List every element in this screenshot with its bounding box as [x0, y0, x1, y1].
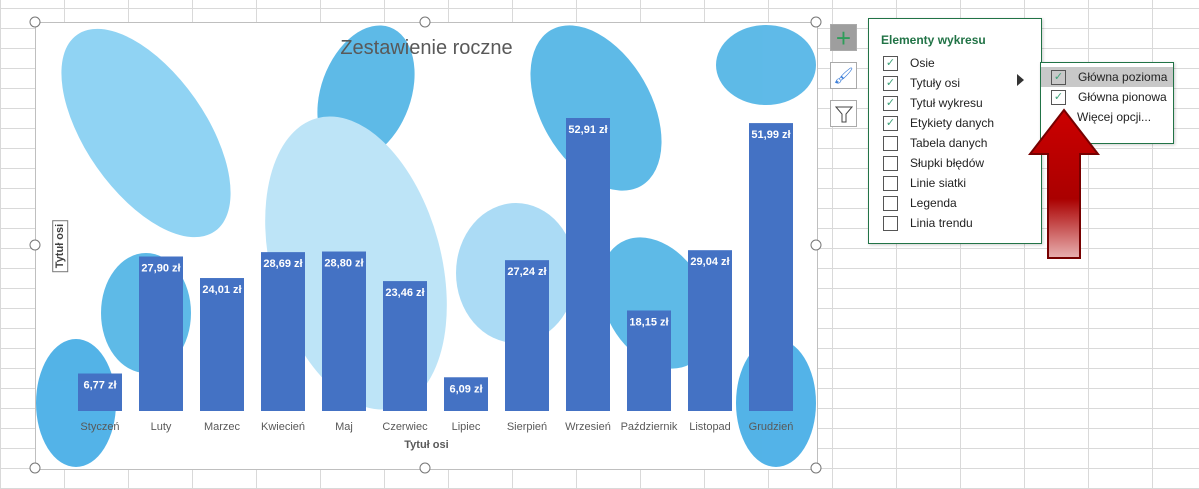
checkbox-item[interactable]: Legenda — [869, 193, 1041, 213]
category-label: Wrzesień — [565, 421, 611, 433]
chart-filters-icon[interactable] — [830, 100, 857, 127]
checkbox-item[interactable]: Linia trendu — [869, 213, 1041, 233]
checkbox[interactable] — [883, 135, 898, 151]
data-label: 51,99 zł — [751, 129, 790, 141]
chart-elements-panel: Elementy wykresu ✓ Osie ✓ Tytuły osi ✓ Tytuł … — [868, 18, 1042, 244]
resize-handle[interactable] — [29, 16, 41, 28]
bar[interactable] — [688, 250, 732, 411]
item-label: Linie siatki — [910, 176, 967, 190]
data-label: 28,69 zł — [263, 258, 302, 270]
item-label: Słupki błędów — [910, 156, 985, 170]
checkbox-item[interactable]: Linie siatki — [869, 173, 1041, 193]
checkbox-item[interactable]: ✓ Etykiety danych — [869, 113, 1041, 133]
category-label: Sierpień — [507, 421, 547, 433]
item-label: Tabela danych — [910, 136, 988, 150]
checkbox-item[interactable]: ✓ Główna pionowa — [1041, 87, 1173, 107]
resize-handle[interactable] — [419, 462, 431, 474]
more-options-link[interactable]: Więcej opcji... — [1077, 110, 1152, 124]
bar[interactable] — [139, 256, 183, 411]
category-label: Październik — [621, 421, 678, 433]
checkbox[interactable]: ✓ — [1051, 69, 1066, 85]
resize-handle[interactable] — [29, 462, 41, 474]
data-label: 27,24 zł — [507, 266, 546, 278]
item-label: Linia trendu — [910, 216, 973, 230]
data-label: 6,09 zł — [449, 383, 482, 395]
bar[interactable] — [383, 281, 427, 411]
checkbox-item[interactable]: ✓ Tytuł wykresu — [869, 93, 1041, 113]
checkbox[interactable]: ✓ — [1051, 89, 1066, 105]
bar[interactable] — [505, 260, 549, 411]
category-label: Grudzień — [749, 421, 794, 433]
data-label: 6,77 zł — [83, 380, 116, 392]
bar[interactable] — [261, 252, 305, 411]
chart-styles-icon[interactable]: 🖌 — [830, 62, 857, 89]
x-axis-title[interactable]: Tytuł osi — [404, 439, 449, 451]
data-label: 52,91 zł — [568, 124, 607, 136]
chart-title[interactable]: Zestawienie roczne — [340, 37, 513, 59]
data-label: 23,46 zł — [385, 287, 424, 299]
checkbox[interactable]: ✓ — [883, 115, 898, 131]
bar[interactable] — [566, 118, 610, 411]
data-label: 18,15 zł — [629, 316, 668, 328]
checkbox[interactable] — [883, 195, 898, 211]
resize-handle[interactable] — [29, 239, 41, 251]
item-label: Legenda — [910, 196, 957, 210]
resize-handle[interactable] — [810, 462, 822, 474]
category-label: Kwiecień — [261, 421, 305, 433]
checkbox-item[interactable]: ✓ Tytuły osi — [869, 73, 1041, 93]
item-label: Etykiety danych — [910, 116, 995, 130]
checkbox-item[interactable]: ✓ Osie — [869, 53, 1041, 73]
checkbox[interactable] — [883, 175, 898, 191]
resize-handle[interactable] — [810, 239, 822, 251]
category-label: Czerwiec — [382, 421, 428, 433]
checkbox[interactable]: ✓ — [883, 95, 898, 111]
bar[interactable] — [200, 278, 244, 411]
item-label: Główna pozioma — [1078, 70, 1168, 84]
red-arrow-annotation — [1028, 108, 1100, 259]
category-label: Maj — [335, 421, 353, 433]
submenu-arrow-icon[interactable] — [1017, 74, 1024, 86]
checkbox-item[interactable]: Tabela danych — [869, 133, 1041, 153]
y-axis-title[interactable]: Tytuł osi — [52, 219, 69, 273]
chart-background: 6,77 zł Styczeń 27,90 zł Luty 24,01 zł Marzec… — [36, 25, 816, 467]
checkbox[interactable]: ✓ — [883, 75, 898, 91]
bar[interactable] — [749, 123, 793, 411]
axis-titles-submenu: ✓ Główna pozioma ✓ Główna pionowa Więcej op… — [1040, 62, 1174, 144]
category-label: Marzec — [204, 421, 241, 433]
bar[interactable] — [322, 251, 366, 411]
checkbox[interactable] — [883, 155, 898, 171]
resize-handle[interactable] — [419, 16, 431, 28]
resize-handle[interactable] — [810, 16, 822, 28]
checkbox[interactable]: ✓ — [883, 55, 898, 71]
item-label: Tytuły osi — [910, 76, 961, 90]
checkbox[interactable] — [883, 215, 898, 231]
category-label: Luty — [151, 421, 172, 433]
checkbox-item[interactable]: Słupki błędów — [869, 153, 1041, 173]
item-label: Osie — [910, 56, 935, 70]
panel-title: Elementy wykresu — [881, 33, 986, 47]
bar[interactable] — [444, 377, 488, 411]
data-label: 27,90 zł — [141, 262, 180, 274]
item-label: Główna pionowa — [1078, 90, 1167, 104]
item-label: Tytuł wykresu — [910, 96, 983, 110]
chart-elements-icon[interactable]: + — [830, 24, 857, 51]
chart[interactable]: 6,77 zł Styczeń 27,90 zł Luty 24,01 zł Marzec… — [35, 22, 818, 470]
bar[interactable] — [78, 373, 122, 411]
checkbox-item[interactable]: ✓ Główna pozioma — [1041, 67, 1173, 87]
data-label: 28,80 zł — [324, 258, 363, 270]
category-label: Styczeń — [80, 421, 119, 433]
data-label: 24,01 zł — [202, 284, 241, 296]
category-label: Listopad — [689, 421, 731, 433]
data-label: 29,04 zł — [690, 256, 729, 268]
category-label: Lipiec — [452, 421, 481, 433]
bar[interactable] — [627, 310, 671, 411]
